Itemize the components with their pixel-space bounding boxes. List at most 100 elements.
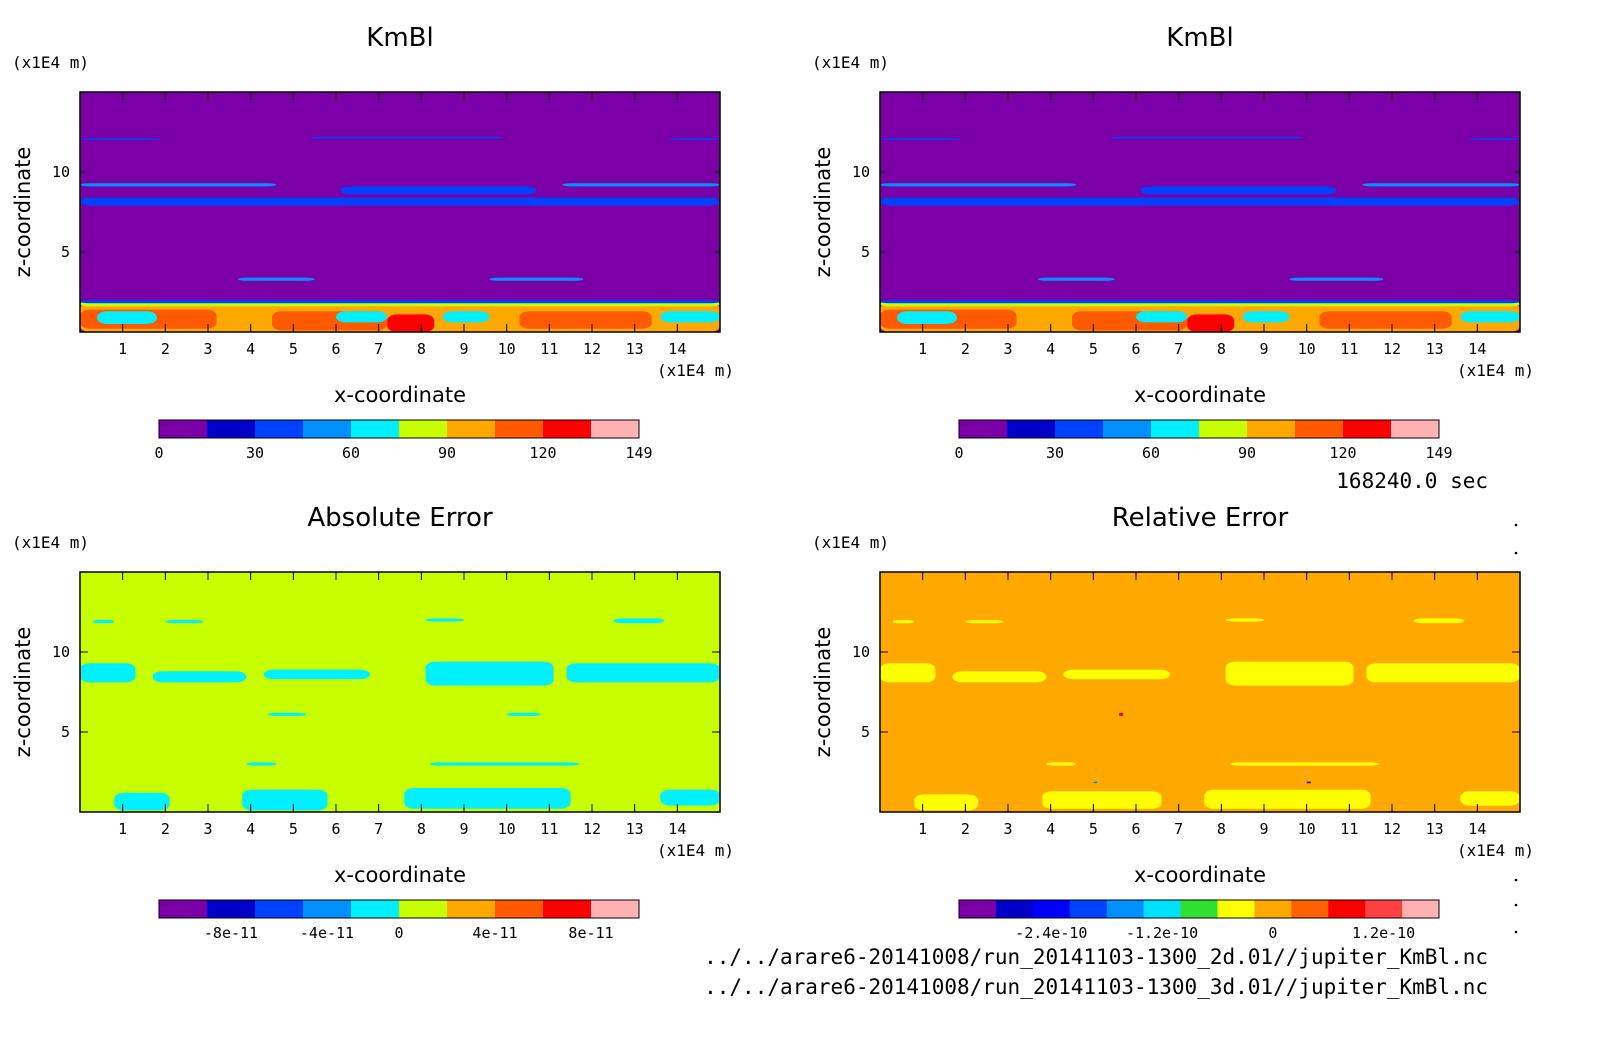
field-region xyxy=(1204,789,1371,809)
field-region xyxy=(80,663,136,683)
x-unit-label: (x1E4 m) xyxy=(1457,361,1534,380)
x-tick-label: 14 xyxy=(668,340,686,358)
field-background xyxy=(880,572,1520,812)
relative-error-panel: Relative Error(x1E4 m)(x1E4 m)1 2 3 4 5 6 7 8 9 1… xyxy=(811,503,1534,942)
x-tick-label: 4 xyxy=(246,820,255,838)
x-tick-label: 1 xyxy=(918,340,927,358)
field-background xyxy=(880,92,1520,332)
colorbar-swatch xyxy=(1328,900,1366,918)
field-region xyxy=(660,311,720,323)
colorbar-tick-label: 90 xyxy=(438,444,456,462)
x-tick-label: 11 xyxy=(1340,340,1358,358)
field-background xyxy=(80,92,720,332)
field-region xyxy=(1140,186,1337,195)
plot-frame xyxy=(879,91,1521,333)
field-region xyxy=(1413,618,1465,624)
x-tick-label: 8 xyxy=(417,340,426,358)
field-region xyxy=(1037,277,1115,281)
colorbar: 0 30 60 90 120 149 xyxy=(154,419,653,462)
plot-frame xyxy=(879,571,1521,813)
field-regions xyxy=(80,618,720,811)
colorbar-swatch xyxy=(543,900,592,918)
colorbar-frame xyxy=(158,899,640,919)
field-region xyxy=(880,663,936,683)
field-region xyxy=(92,620,115,624)
field-region xyxy=(425,618,464,622)
field-region xyxy=(246,762,277,766)
field-region xyxy=(1229,762,1380,766)
colorbar-tick-label: 149 xyxy=(625,444,652,462)
colorbar-swatch xyxy=(1365,900,1403,918)
chart-title: Absolute Error xyxy=(307,503,493,533)
x-tick-label: 1 xyxy=(118,820,127,838)
x-tick-label: 12 xyxy=(583,340,601,358)
field-region xyxy=(880,300,1520,304)
field-region xyxy=(80,183,277,187)
x-tick-label: 13 xyxy=(626,340,644,358)
field-region xyxy=(914,794,979,811)
x-tick-label: 3 xyxy=(203,820,212,838)
margin-dot xyxy=(1514,878,1518,882)
colorbar-swatch xyxy=(255,420,304,438)
colorbar-swatch xyxy=(1055,420,1104,438)
field-region xyxy=(1042,791,1162,809)
colorbar-swatch xyxy=(1069,900,1108,918)
colorbar-tick-label: 90 xyxy=(1238,444,1256,462)
field-region xyxy=(165,620,204,624)
field-region xyxy=(1118,712,1124,716)
x-tick-label: 7 xyxy=(374,340,383,358)
colorbar-swatch xyxy=(1217,900,1255,918)
field-region xyxy=(1136,311,1188,323)
colorbar-frame xyxy=(958,419,1440,439)
field-region xyxy=(1046,762,1077,766)
x-tick-label: 9 xyxy=(1259,340,1268,358)
colorbar-swatch xyxy=(495,900,544,918)
y-tick-label: 10 xyxy=(852,163,870,181)
field-region xyxy=(660,789,720,806)
y-axis-label: z-coordinate xyxy=(811,147,835,278)
field-region xyxy=(267,712,307,716)
x-tick-label: 10 xyxy=(1298,340,1316,358)
y-tick-label: 10 xyxy=(52,643,70,661)
x-tick-label: 11 xyxy=(1340,820,1358,838)
field-region xyxy=(429,762,580,766)
field-region xyxy=(80,138,162,140)
kmbl-panel-left: KmBl(x1E4 m)(x1E4 m)1 2 3 4 5 6 7 8 9 10 11 12 13 145… xyxy=(11,23,734,462)
y-unit-label: (x1E4 m) xyxy=(12,53,89,72)
colorbar-swatch xyxy=(207,900,256,918)
y-unit-label: (x1E4 m) xyxy=(812,53,889,72)
x-tick-label: 8 xyxy=(1217,340,1226,358)
colorbar-swatch xyxy=(959,900,997,918)
field-region xyxy=(310,136,503,139)
colorbar-swatch xyxy=(995,900,1034,918)
field-region xyxy=(880,197,1520,206)
colorbar-tick-label: -1.2e-10 xyxy=(1126,924,1198,942)
field-region xyxy=(425,661,554,686)
kmbl-panel-right: KmBl(x1E4 m)(x1E4 m)1 2 3 4 5 6 7 8 9 10 11 12 13 145… xyxy=(811,23,1534,462)
field-region xyxy=(404,788,571,809)
colorbar-swatch xyxy=(399,900,448,918)
field-regions xyxy=(80,136,720,332)
x-tick-label: 10 xyxy=(1298,820,1316,838)
x-tick-label: 2 xyxy=(161,340,170,358)
colorbar-swatch xyxy=(1180,900,1218,918)
x-unit-label: (x1E4 m) xyxy=(657,361,734,380)
colorbar-swatch xyxy=(591,420,640,438)
plot-frame xyxy=(79,571,721,813)
x-tick-label: 6 xyxy=(1131,340,1140,358)
colorbar-tick-label: 1.2e-10 xyxy=(1352,924,1415,942)
field-region xyxy=(1225,618,1264,622)
field-region xyxy=(613,618,665,624)
field-region xyxy=(1187,314,1235,332)
colorbar-tick-label: 30 xyxy=(1046,444,1064,462)
y-tick-label: 5 xyxy=(861,243,870,261)
field-region xyxy=(152,671,247,683)
colorbar-swatch xyxy=(1103,420,1152,438)
x-tick-label: 6 xyxy=(331,820,340,838)
x-tick-label: 2 xyxy=(961,820,970,838)
x-tick-label: 5 xyxy=(289,820,298,838)
x-axis-label: x-coordinate xyxy=(1134,383,1266,407)
field-region xyxy=(1362,183,1520,187)
x-axis-label: x-coordinate xyxy=(334,383,466,407)
field-region xyxy=(562,183,720,187)
